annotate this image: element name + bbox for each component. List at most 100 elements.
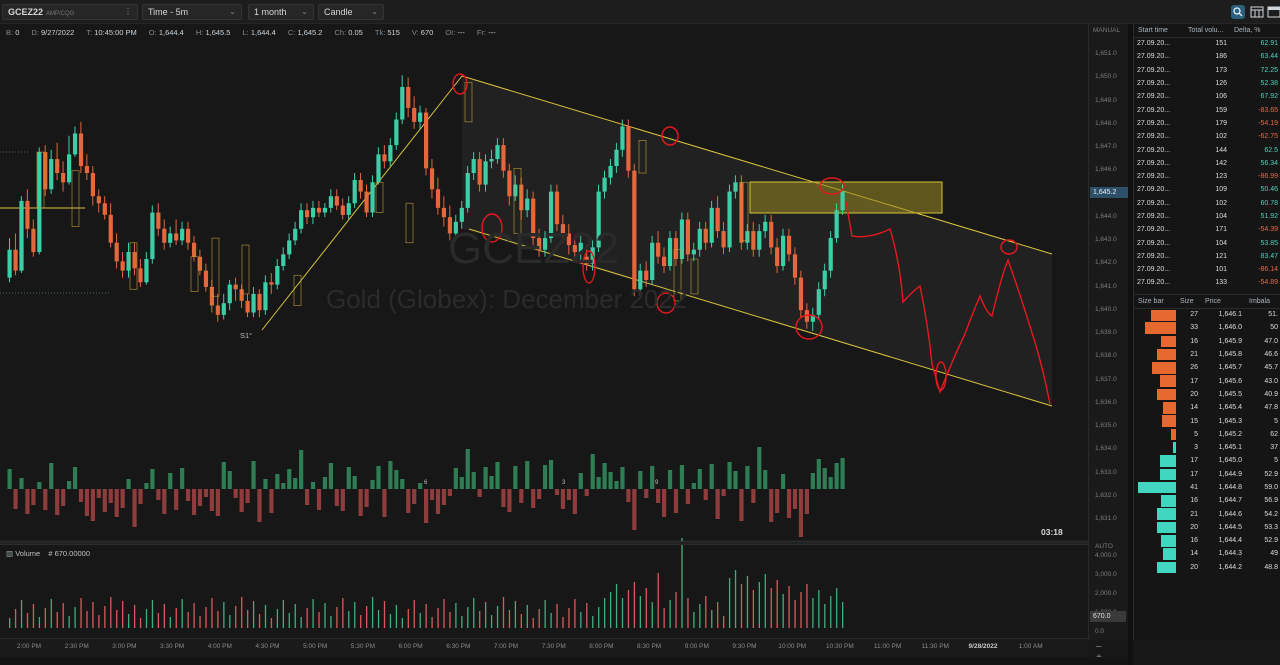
delta-bar	[245, 489, 250, 503]
volume-bar	[175, 608, 177, 628]
table-row[interactable]: 41 1,644.8 59.0	[1134, 481, 1280, 494]
table-row[interactable]: 27.09.20... 159 -83.65	[1134, 103, 1280, 116]
volume-bar	[371, 597, 374, 628]
table-row[interactable]: 20 1,644.2 48.8	[1134, 561, 1280, 574]
table-row[interactable]: 27.09.20... 102 60.78	[1134, 197, 1280, 210]
volume-bar	[776, 580, 778, 628]
delta-bar	[453, 468, 458, 489]
table-row[interactable]: 27.09.20... 101 -86.14	[1134, 263, 1280, 276]
table-row[interactable]: 21 1,644.6 54.2	[1134, 507, 1280, 520]
price-chart[interactable]: S1° 6 3 9	[0, 24, 1088, 640]
delta-bar	[7, 469, 12, 489]
calendar-icon[interactable]	[1267, 5, 1280, 19]
volume-bar	[354, 602, 356, 628]
table-row[interactable]: 17 1,644.9 52.9	[1134, 468, 1280, 481]
column-header[interactable]: Price	[1201, 295, 1245, 309]
table-row[interactable]: 27.09.20... 142 56.34	[1134, 157, 1280, 170]
candle	[733, 175, 738, 199]
table-row[interactable]: 27.09.20... 186 63.44	[1134, 50, 1280, 63]
imbalance-cell: 47.8	[1264, 404, 1278, 412]
table-row[interactable]: 17 1,645.6 43.0	[1134, 374, 1280, 387]
volume-bar	[544, 600, 546, 628]
table-row[interactable]: 27 1,646.1 51.	[1134, 308, 1280, 321]
time-tick-label: 1:00 AM	[1018, 643, 1043, 650]
column-header[interactable]: Total volu...	[1184, 24, 1230, 38]
column-header[interactable]: Imbala	[1245, 295, 1280, 309]
column-header[interactable]: Size bar	[1134, 295, 1176, 309]
candle	[215, 293, 220, 322]
delta-bar	[316, 489, 322, 510]
price-axis[interactable]: MANUAL 1,651.0 1,650.0 1,649.0 1,648.0 1,647…	[1088, 24, 1130, 640]
panel-splitter[interactable]	[0, 541, 1088, 545]
table-row[interactable]: 15 1,645.3 5	[1134, 414, 1280, 427]
chart-style-dropdown[interactable]: Candle ⌄	[318, 4, 384, 20]
table-row[interactable]: 27.09.20... 171 -54.39	[1134, 223, 1280, 236]
table-row[interactable]: 27.09.20... 144 62.5	[1134, 143, 1280, 156]
table-row[interactable]: 20 1,645.5 40.9	[1134, 388, 1280, 401]
table-row[interactable]: 17 1,645.0 5	[1134, 454, 1280, 467]
panel-divider[interactable]	[1128, 24, 1133, 665]
candle	[346, 196, 351, 220]
table-row[interactable]: 20 1,644.5 53.3	[1134, 521, 1280, 534]
column-header[interactable]: Start time	[1134, 24, 1184, 38]
delta-bar	[792, 489, 798, 509]
table-row[interactable]: 16 1,645.9 47.0	[1134, 335, 1280, 348]
period-value: 1 month	[254, 7, 287, 17]
delta-bar	[537, 489, 542, 499]
symbol-selector[interactable]: GCEZ22 AMP/CQG ⋮	[2, 4, 138, 20]
table-row[interactable]: 27.09.20... 104 53.85	[1134, 236, 1280, 249]
timeframe-dropdown[interactable]: Time - 5m ⌄	[142, 4, 242, 20]
delta-bar	[13, 489, 18, 509]
volume-bar	[824, 604, 826, 628]
table-row[interactable]: 27.09.20... 133 -54.89	[1134, 276, 1280, 289]
table-row[interactable]: 16 1,644.7 56.9	[1134, 494, 1280, 507]
table-row[interactable]: 27.09.20... 126 52.38	[1134, 77, 1280, 90]
volume-scale-mode[interactable]: AUTO	[1095, 543, 1113, 550]
candle	[834, 203, 839, 243]
table-row[interactable]: 3 1,645.1 37	[1134, 441, 1280, 454]
size-bar	[1145, 322, 1176, 334]
delta-cell: 52.38	[1260, 80, 1278, 88]
period-dropdown[interactable]: 1 month ⌄	[248, 4, 314, 20]
table-row[interactable]: 21 1,645.8 46.6	[1134, 348, 1280, 361]
volume-bar	[800, 592, 802, 628]
info-label: Tk:	[374, 28, 386, 37]
size-bar	[1160, 455, 1176, 467]
volume-bar	[86, 611, 88, 628]
scale-mode[interactable]: MANUAL	[1093, 27, 1121, 34]
delta-bar	[150, 469, 155, 489]
table-row[interactable]: 27.09.20... 102 -62.75	[1134, 130, 1280, 143]
grid-icon[interactable]	[1250, 5, 1264, 19]
table-row[interactable]: 27.09.20... 173 72.25	[1134, 64, 1280, 77]
column-header[interactable]: Size	[1176, 295, 1201, 309]
volume-bar	[598, 607, 600, 628]
imbalance-cell: 52.9	[1264, 470, 1278, 478]
candle	[227, 279, 232, 311]
chevron-down-icon: ⌄	[229, 7, 236, 16]
column-header[interactable]: Delta, %	[1230, 24, 1280, 38]
table-row[interactable]: 26 1,645.7 45.7	[1134, 361, 1280, 374]
current-volume-tag: 670.0	[1090, 611, 1126, 622]
table-row[interactable]: 27.09.20... 109 50.46	[1134, 183, 1280, 196]
search-icon[interactable]	[1231, 5, 1245, 19]
table-row[interactable]: 27.09.20... 104 51.92	[1134, 210, 1280, 223]
table-row[interactable]: 27.09.20... 123 -86.99	[1134, 170, 1280, 183]
price-tick-label: 1,644.0	[1095, 212, 1117, 220]
table-row[interactable]: 27.09.20... 106 67.92	[1134, 90, 1280, 103]
candle	[757, 224, 762, 257]
table-row[interactable]: 27.09.20... 151 62.91	[1134, 37, 1280, 50]
bottom-scrollbar[interactable]	[0, 657, 1133, 665]
table-row[interactable]: 33 1,646.0 50	[1134, 321, 1280, 334]
table-row[interactable]: 14 1,645.4 47.8	[1134, 401, 1280, 414]
volume-bar	[181, 599, 183, 628]
table-row[interactable]: 27.09.20... 179 -54.19	[1134, 117, 1280, 130]
table-row[interactable]: 16 1,644.4 52.9	[1134, 534, 1280, 547]
volume-cell: 101	[1215, 266, 1227, 274]
candle	[322, 203, 328, 218]
table-row[interactable]: 27.09.20... 121 83.47	[1134, 250, 1280, 263]
table-row[interactable]: 5 1,645.2 62	[1134, 428, 1280, 441]
volume-bar	[467, 607, 469, 628]
delta-bar	[620, 467, 625, 489]
table-row[interactable]: 14 1,644.3 49	[1134, 547, 1280, 560]
candle	[435, 177, 441, 215]
